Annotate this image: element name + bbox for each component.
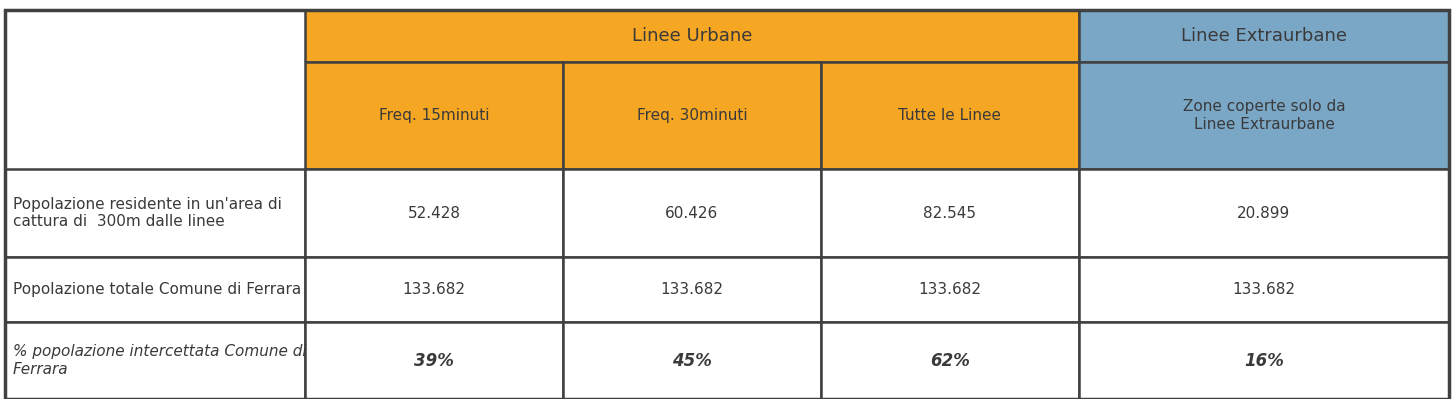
- Bar: [305, 257, 563, 322]
- Text: 133.682: 133.682: [1233, 282, 1296, 297]
- Text: 133.682: 133.682: [403, 282, 465, 297]
- Text: Freq. 30minuti: Freq. 30minuti: [637, 108, 747, 123]
- Text: 45%: 45%: [672, 352, 712, 369]
- Text: Popolazione residente in un'area di
cattura di  300m dalle linee: Popolazione residente in un'area di catt…: [13, 197, 282, 229]
- Bar: [305, 322, 563, 399]
- Text: 82.545: 82.545: [923, 205, 977, 221]
- Text: 133.682: 133.682: [660, 282, 724, 297]
- Text: 16%: 16%: [1245, 352, 1284, 369]
- Bar: [4, 322, 305, 399]
- Bar: [563, 322, 822, 399]
- Text: 133.682: 133.682: [919, 282, 981, 297]
- Bar: [305, 10, 1079, 62]
- Text: 52.428: 52.428: [407, 205, 461, 221]
- Bar: [563, 257, 822, 322]
- Bar: [1079, 169, 1450, 257]
- Text: 20.899: 20.899: [1237, 205, 1291, 221]
- Text: 60.426: 60.426: [666, 205, 718, 221]
- Bar: [305, 62, 563, 169]
- Bar: [1079, 257, 1450, 322]
- Bar: [305, 169, 563, 257]
- Text: Freq. 15minuti: Freq. 15minuti: [378, 108, 489, 123]
- Bar: [4, 10, 305, 62]
- Bar: [1079, 62, 1450, 169]
- Bar: [822, 257, 1079, 322]
- Text: Tutte le Linee: Tutte le Linee: [899, 108, 1002, 123]
- Bar: [563, 62, 822, 169]
- Text: Linee Extraurbane: Linee Extraurbane: [1181, 27, 1346, 45]
- Text: Linee Urbane: Linee Urbane: [632, 27, 752, 45]
- Bar: [822, 169, 1079, 257]
- Text: % popolazione intercettata Comune di
Ferrara: % popolazione intercettata Comune di Fer…: [13, 344, 307, 377]
- Text: 62%: 62%: [931, 352, 970, 369]
- Bar: [4, 257, 305, 322]
- Text: Zone coperte solo da
Linee Extraurbane: Zone coperte solo da Linee Extraurbane: [1182, 99, 1345, 132]
- Bar: [1079, 10, 1450, 62]
- Text: 39%: 39%: [414, 352, 454, 369]
- Bar: [563, 169, 822, 257]
- Bar: [822, 322, 1079, 399]
- Text: Popolazione totale Comune di Ferrara: Popolazione totale Comune di Ferrara: [13, 282, 301, 297]
- Bar: [4, 169, 305, 257]
- Bar: [1079, 322, 1450, 399]
- Bar: [822, 62, 1079, 169]
- Bar: [4, 62, 305, 169]
